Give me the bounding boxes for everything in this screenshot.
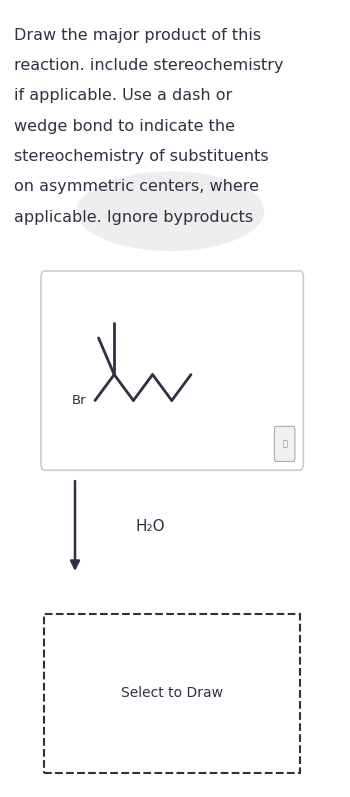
Text: on asymmetric centers, where: on asymmetric centers, where: [14, 179, 259, 194]
Text: if applicable. Use a dash or: if applicable. Use a dash or: [14, 88, 232, 104]
Text: stereochemistry of substituents: stereochemistry of substituents: [14, 149, 268, 164]
Text: wedge bond to indicate the: wedge bond to indicate the: [14, 119, 234, 134]
Text: H₂O: H₂O: [135, 519, 165, 533]
Text: reaction. include stereochemistry: reaction. include stereochemistry: [14, 58, 283, 73]
Text: Select to Draw: Select to Draw: [121, 686, 223, 701]
FancyBboxPatch shape: [41, 271, 303, 470]
Ellipse shape: [77, 171, 264, 251]
Text: Br: Br: [72, 394, 86, 407]
Text: Draw the major product of this: Draw the major product of this: [14, 28, 261, 43]
FancyBboxPatch shape: [44, 614, 300, 773]
FancyBboxPatch shape: [274, 426, 295, 461]
Text: applicable. Ignore byproducts: applicable. Ignore byproducts: [14, 210, 253, 225]
Text: 🔍: 🔍: [282, 439, 287, 449]
